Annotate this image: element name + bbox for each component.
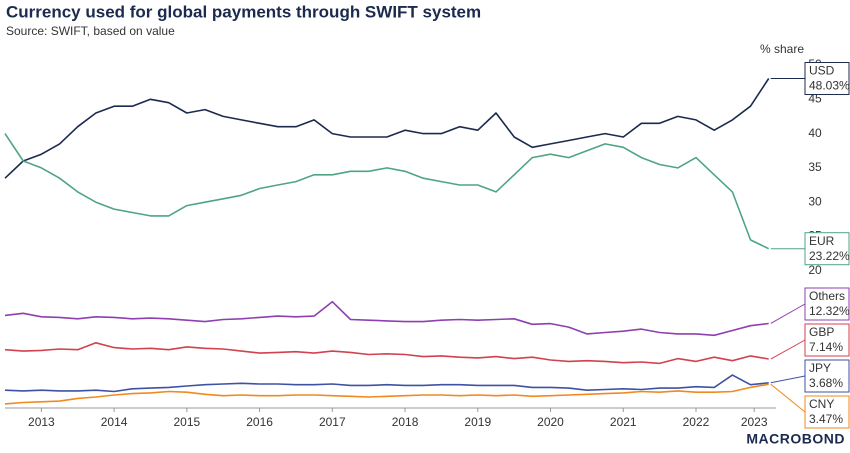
end-label-box (804, 359, 850, 393)
x-tick-label: 2018 (392, 415, 419, 429)
legend-label: JPY (809, 361, 831, 375)
end-label-box (804, 62, 850, 96)
end-label-connector (770, 375, 806, 384)
chart-subtitle: Source: SWIFT, based on value (6, 24, 175, 38)
end-label-box (804, 232, 850, 266)
x-tick-label: 2014 (101, 415, 128, 429)
end-label-connector (770, 339, 806, 360)
x-tick-label: 2013 (28, 415, 55, 429)
x-tick-label: 2023 (741, 415, 768, 429)
y-tick-label: 35 (808, 160, 822, 174)
series-line (4, 342, 769, 365)
data-label: 23.22% (809, 249, 850, 263)
x-tick-label: 2016 (246, 415, 273, 429)
series-line (4, 374, 769, 393)
end-label-box (804, 323, 850, 357)
y-axis-label: % share (760, 42, 804, 56)
data-label: 48.03% (809, 79, 850, 93)
x-tick-label: 2015 (173, 415, 200, 429)
brand: MACROBOND (746, 431, 845, 447)
y-tick-label: 20 (808, 263, 822, 277)
x-tick-label: 2020 (537, 415, 564, 429)
data-label: 7.14% (809, 340, 843, 354)
chart-title: Currency used for global payments throug… (6, 2, 481, 21)
x-tick-label: 2022 (683, 415, 710, 429)
y-tick-label: 30 (808, 194, 822, 208)
legend-label: GBP (809, 325, 834, 339)
end-label-connector (770, 383, 806, 413)
x-tick-label: 2019 (464, 415, 491, 429)
end-label-box (804, 287, 850, 321)
series-line (4, 133, 770, 250)
data-label: 3.47% (809, 412, 843, 426)
legend-label: EUR (809, 234, 835, 248)
y-tick-label: 40 (808, 126, 822, 140)
series-line (4, 78, 770, 179)
series-line (4, 300, 769, 337)
data-label: 12.32% (809, 304, 850, 318)
data-label: 3.68% (809, 376, 843, 390)
end-label-connector (770, 303, 806, 324)
x-tick-label: 2017 (319, 415, 346, 429)
legend-label: Others (809, 289, 845, 303)
legend-label: CNY (809, 397, 834, 411)
x-tick-label: 2021 (610, 415, 637, 429)
legend-label: USD (809, 64, 835, 78)
series-line (4, 383, 769, 405)
end-label-box (804, 395, 850, 429)
